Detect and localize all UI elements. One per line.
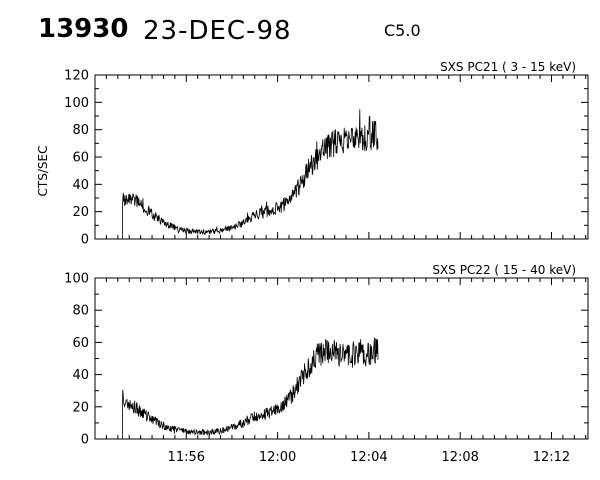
y-tick-label: 60 bbox=[72, 151, 89, 166]
data-series-1 bbox=[122, 109, 379, 239]
plot-frame-1 bbox=[94, 74, 589, 240]
y-tick-label: 80 bbox=[72, 123, 89, 138]
plot-frame-2 bbox=[94, 277, 589, 440]
panel-title-2: SXS PC22 ( 15 - 40 keV) bbox=[432, 263, 576, 277]
y-tick-label: 40 bbox=[72, 178, 89, 193]
y-tick-label: 100 bbox=[64, 272, 89, 287]
x-tick-label: 12:12 bbox=[533, 450, 570, 465]
event-date: 23-DEC-98 bbox=[143, 16, 292, 46]
event-id: 13930 bbox=[38, 14, 129, 44]
y-tick-label: 0 bbox=[81, 233, 89, 248]
y-tick-label: 80 bbox=[72, 304, 89, 319]
y-tick-label: 20 bbox=[72, 400, 89, 415]
y-tick-label: 60 bbox=[72, 336, 89, 351]
data-series-2 bbox=[122, 337, 379, 439]
y-tick-label: 100 bbox=[64, 96, 89, 111]
flare-class: C5.0 bbox=[384, 21, 421, 40]
x-tick-label: 11:56 bbox=[168, 450, 205, 465]
x-tick-label: 12:08 bbox=[441, 450, 478, 465]
y-axis-label: CTS/SEC bbox=[36, 146, 50, 197]
y-tick-label: 20 bbox=[72, 205, 89, 220]
y-tick-label: 120 bbox=[64, 69, 89, 84]
x-tick-label: 12:00 bbox=[259, 450, 296, 465]
panel-title-1: SXS PC21 ( 3 - 15 keV) bbox=[440, 60, 576, 74]
y-tick-label: 40 bbox=[72, 368, 89, 383]
x-tick-label: 12:04 bbox=[350, 450, 387, 465]
y-tick-label: 0 bbox=[81, 433, 89, 448]
